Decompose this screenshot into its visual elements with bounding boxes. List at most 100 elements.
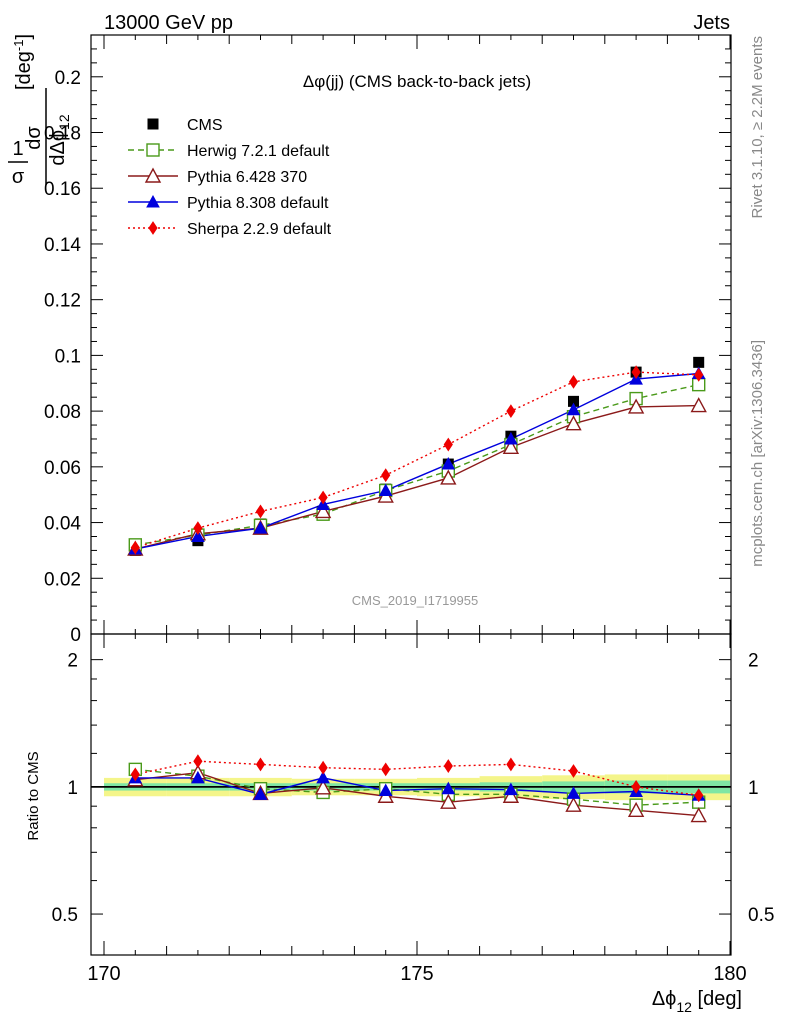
ratio-point-sherpa-2-2-9-default	[255, 757, 266, 772]
y-tick-label: 0.04	[44, 514, 81, 535]
ratio-point-sherpa-2-2-9-default	[193, 754, 203, 769]
y-tick-label: 0.08	[44, 402, 81, 423]
chart-title: Δφ(jj) (CMS back-to-back jets)	[303, 72, 531, 91]
x-tick-label: 170	[87, 963, 120, 985]
series-line-herwig-7-2-1-default	[135, 383, 699, 546]
x-tick-label: 180	[713, 963, 746, 985]
ratio-frame	[90, 633, 732, 956]
point-sherpa-2-2-9-default	[694, 367, 704, 382]
point-pythia-6-428-370	[502, 438, 520, 455]
ratio-point-sherpa-2-2-9-default	[568, 764, 579, 778]
point-pythia-8-308-default	[504, 431, 518, 445]
ratio-point-sherpa-2-2-9-default	[381, 762, 391, 777]
legend-marker	[146, 194, 160, 208]
y-tick-label: 0.18	[44, 124, 81, 145]
point-pythia-8-308-default	[566, 402, 581, 416]
point-pythia-8-308-default	[441, 457, 456, 470]
y-tick-label: 0.16	[44, 179, 81, 200]
point-pythia-6-428-370	[440, 469, 457, 485]
analysis-label: CMS_2019_I1719955	[352, 593, 479, 608]
legend-label: Pythia 8.308 default	[187, 195, 329, 212]
ratio-point-sherpa-2-2-9-default	[443, 759, 453, 773]
x-tick-label: 175	[400, 963, 433, 985]
point-pythia-6-428-370	[565, 415, 582, 431]
ratio-point-sherpa-2-2-9-default	[506, 757, 516, 772]
y-axis-title: 1 σ dσ dΔϕ12 [deg-1]	[8, 34, 72, 188]
y-tick-label: 0.2	[55, 68, 81, 89]
svg-text:dσ: dσ	[23, 126, 45, 150]
point-pythia-6-428-370	[314, 502, 332, 519]
mcplots-label: mcplots.cern.ch [arXiv:1306.3436]	[749, 340, 766, 567]
ratio-point-sherpa-2-2-9-default	[318, 760, 328, 775]
ratio-point-pythia-6-428-370	[690, 807, 707, 823]
legend-marker	[148, 221, 158, 235]
ratio-tick-label: 1	[67, 778, 78, 799]
ratio-point-sherpa-2-2-9-default	[130, 767, 140, 782]
series-line-sherpa-2-2-9-default	[135, 371, 699, 549]
main-plot-panel: 0 0.02 0.04 0.06 0.08 0.1 0.12 0.14 0.16 0.18 0.2	[44, 34, 732, 646]
ratio-point-pythia-8-308-default	[504, 782, 518, 796]
ratio-point-pythia-8-308-default	[191, 770, 205, 784]
legend-label: Herwig 7.2.1 default	[187, 143, 330, 160]
point-pythia-6-428-370	[627, 398, 645, 414]
point-sherpa-2-2-9-default	[568, 374, 579, 389]
legend-label: CMS	[187, 117, 223, 134]
y-tick-label: 0	[70, 625, 81, 646]
ratio-axis-title: Ratio to CMS	[25, 751, 42, 840]
point-sherpa-2-2-9-default	[193, 521, 203, 536]
y-tick-label: 0.06	[44, 458, 81, 479]
ratio-line-sherpa-2-2-9-default	[135, 760, 699, 796]
point-sherpa-2-2-9-default	[631, 365, 641, 380]
point-sherpa-2-2-9-default	[255, 504, 266, 519]
header-right: Jets	[693, 12, 730, 34]
ratio-line-pythia-6-428-370	[135, 772, 699, 817]
ratio-point-sherpa-2-2-9-default	[631, 779, 641, 794]
point-sherpa-2-2-9-default	[506, 404, 516, 419]
svg-text:1: 1	[12, 138, 23, 160]
ratio-point-pythia-6-428-370	[627, 801, 645, 818]
ratio-point-pythia-6-428-370	[314, 779, 332, 795]
point-sherpa-2-2-9-default	[318, 490, 328, 505]
svg-text:σ: σ	[12, 166, 25, 188]
legend-label: Sherpa 2.2.9 default	[187, 221, 332, 238]
legend-label: Pythia 6.428 370	[187, 169, 307, 186]
x-axis-title: Δϕ12 [deg]	[652, 988, 742, 1015]
legend: CMS Herwig 7.2.1 default Pythia 6.428 370 P…	[128, 117, 332, 238]
ratio-point-pythia-6-428-370	[502, 787, 520, 803]
y-tick-label: 0.12	[44, 291, 81, 312]
ratio-tick-label-right: 0.5	[748, 905, 774, 926]
ratio-tick-label-right: 2	[748, 651, 759, 672]
legend-marker	[144, 167, 162, 183]
y-tick-label: 0.02	[44, 569, 81, 590]
legend-marker	[146, 143, 160, 157]
point-sherpa-2-2-9-default	[130, 540, 140, 555]
point-sherpa-2-2-9-default	[443, 437, 453, 452]
ratio-line-pythia-8-308-default	[135, 777, 699, 796]
data-point-cms	[693, 356, 705, 368]
ratio-tick-label: 2	[67, 651, 78, 672]
point-pythia-8-308-default	[253, 521, 268, 534]
point-pythia-8-308-default	[378, 483, 393, 497]
ratio-plot-panel: 170 175 180 0.5 0.5 1 1 2 2	[52, 633, 774, 985]
ratio-point-pythia-8-308-default	[253, 787, 268, 800]
svg-text:[deg-1]: [deg-1]	[11, 34, 35, 90]
y-tick-label: 0.14	[44, 235, 81, 256]
ratio-tick-label-right: 1	[748, 778, 759, 799]
ratio-point-pythia-8-308-default	[316, 770, 330, 784]
ratio-point-pythia-8-308-default	[441, 781, 456, 795]
rivet-label: Rivet 3.1.10, ≥ 2.2M events	[749, 36, 766, 219]
legend-marker	[147, 118, 159, 130]
ratio-point-pythia-6-428-370	[440, 793, 457, 809]
ratio-point-pythia-6-428-370	[565, 796, 582, 812]
ratio-point-pythia-8-308-default	[378, 783, 393, 797]
point-sherpa-2-2-9-default	[381, 468, 391, 483]
y-tick-label: 0.1	[55, 346, 81, 367]
point-pythia-6-428-370	[690, 397, 707, 413]
series-line-pythia-6-428-370	[135, 404, 699, 550]
ratio-tick-label: 0.5	[52, 905, 78, 926]
ratio-point-pythia-8-308-default	[566, 786, 581, 799]
point-pythia-8-308-default	[191, 529, 205, 542]
header-left: 13000 GeV pp	[104, 12, 233, 34]
series-line-pythia-8-308-default	[135, 372, 699, 550]
